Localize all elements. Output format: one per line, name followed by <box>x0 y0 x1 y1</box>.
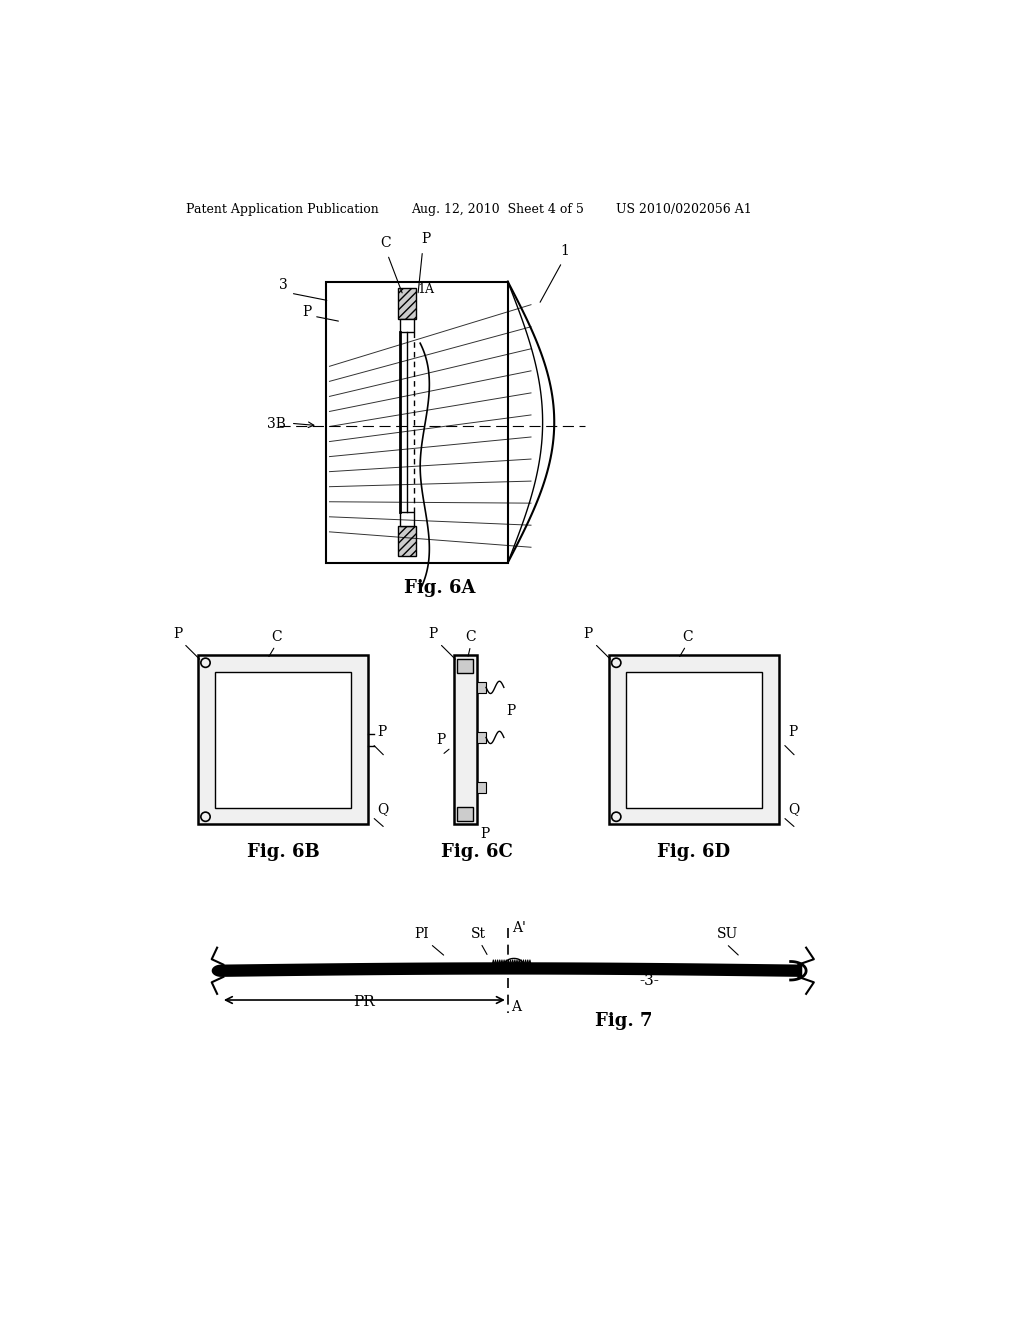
Text: PI: PI <box>415 928 429 941</box>
Polygon shape <box>400 318 414 333</box>
Text: 1A: 1A <box>417 284 434 296</box>
Polygon shape <box>477 781 486 793</box>
Text: A': A' <box>512 921 525 936</box>
Text: -3-: -3- <box>640 974 659 987</box>
Text: Fig. 6D: Fig. 6D <box>657 842 730 861</box>
Text: PR: PR <box>352 995 375 1010</box>
Polygon shape <box>198 655 369 825</box>
Polygon shape <box>212 965 221 977</box>
Polygon shape <box>397 525 417 557</box>
Polygon shape <box>215 672 351 808</box>
Text: Fig. 6C: Fig. 6C <box>440 842 513 861</box>
Text: P: P <box>173 627 182 642</box>
Polygon shape <box>221 962 802 977</box>
Text: P: P <box>421 232 430 246</box>
Polygon shape <box>477 682 486 693</box>
Text: P: P <box>584 627 593 642</box>
Text: A: A <box>511 999 521 1014</box>
Text: P: P <box>788 725 798 739</box>
Text: Fig. 6B: Fig. 6B <box>247 842 319 861</box>
Polygon shape <box>458 659 473 673</box>
Polygon shape <box>608 655 779 825</box>
Text: Q: Q <box>788 803 800 816</box>
Text: P: P <box>436 733 445 747</box>
Text: 3: 3 <box>280 279 288 292</box>
Text: P: P <box>429 627 438 642</box>
Polygon shape <box>477 733 486 743</box>
Text: P: P <box>480 828 489 841</box>
Text: Patent Application Publication: Patent Application Publication <box>186 203 379 216</box>
Text: Fig. 7: Fig. 7 <box>595 1012 652 1030</box>
Text: P: P <box>378 725 387 739</box>
Text: SU: SU <box>717 928 738 941</box>
Polygon shape <box>626 672 762 808</box>
Text: C: C <box>271 630 282 644</box>
Text: C: C <box>682 630 693 644</box>
Polygon shape <box>400 512 414 525</box>
Text: Aug. 12, 2010  Sheet 4 of 5: Aug. 12, 2010 Sheet 4 of 5 <box>411 203 584 216</box>
Text: C: C <box>380 236 390 249</box>
Text: 1: 1 <box>560 244 569 257</box>
Text: Fig. 6A: Fig. 6A <box>403 579 475 598</box>
Polygon shape <box>458 807 473 821</box>
Text: C: C <box>465 630 476 644</box>
Text: Q: Q <box>378 803 389 816</box>
Text: P: P <box>302 305 311 319</box>
Polygon shape <box>454 655 477 825</box>
Text: P: P <box>506 704 515 718</box>
Text: 3B: 3B <box>267 417 287 430</box>
Polygon shape <box>397 288 417 318</box>
Text: St: St <box>471 928 485 941</box>
Text: US 2010/0202056 A1: US 2010/0202056 A1 <box>616 203 752 216</box>
